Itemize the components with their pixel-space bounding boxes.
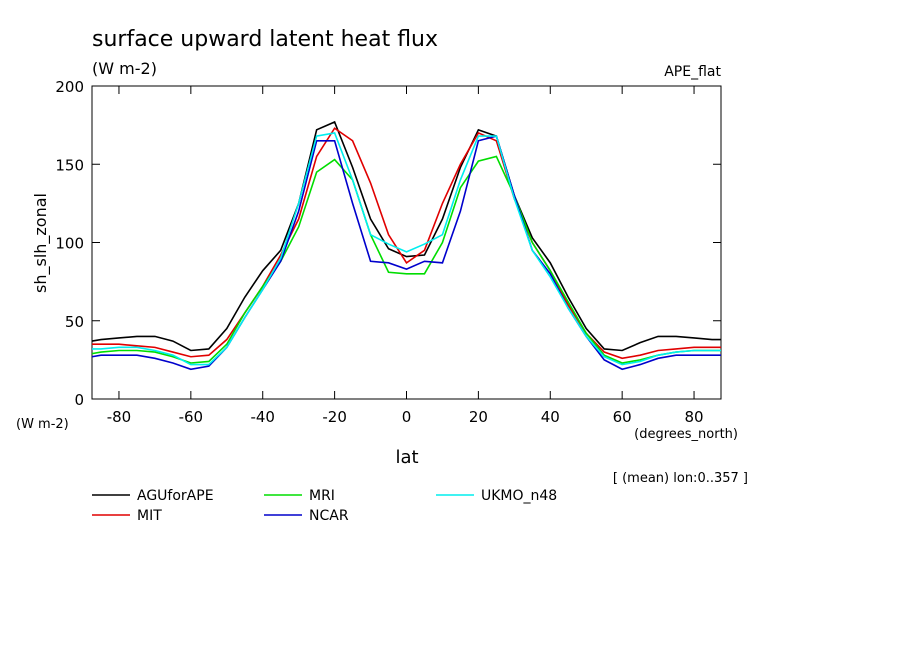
series-line bbox=[92, 127, 721, 360]
dataset-label: APE_flat bbox=[664, 64, 721, 80]
series-line bbox=[91, 135, 721, 371]
series-line bbox=[91, 155, 721, 364]
y-tick-label: 50 bbox=[65, 313, 84, 331]
legend-label: NCAR bbox=[309, 508, 349, 524]
x-tick-label: 40 bbox=[541, 408, 560, 426]
legend-label: MRI bbox=[309, 488, 335, 504]
x-tick-label: 60 bbox=[613, 408, 632, 426]
chart-title: surface upward latent heat flux bbox=[92, 27, 438, 52]
y-units: (W m-2) bbox=[16, 417, 69, 432]
x-tick-label: -80 bbox=[107, 408, 132, 426]
y-tick-label: 200 bbox=[55, 78, 84, 96]
x-tick-label: 20 bbox=[469, 408, 488, 426]
y-tick-label: 0 bbox=[74, 391, 84, 409]
x-units: (degrees_north) bbox=[634, 427, 738, 442]
note: [ (mean) lon:0..357 ] bbox=[613, 471, 748, 486]
legend-label: AGUforAPE bbox=[137, 488, 214, 504]
y-tick-label: 100 bbox=[55, 235, 84, 253]
x-tick-label: -40 bbox=[250, 408, 275, 426]
x-axis-label: lat bbox=[395, 447, 418, 468]
x-tick-label: 0 bbox=[402, 408, 412, 426]
legend-label: MIT bbox=[137, 508, 162, 524]
y-tick-label: 150 bbox=[55, 156, 84, 174]
series-line bbox=[92, 132, 721, 366]
series-line bbox=[91, 120, 721, 352]
y-axis-label: sh_slh_zonal bbox=[31, 193, 51, 293]
x-tick-label: -60 bbox=[179, 408, 204, 426]
legend-label: UKMO_n48 bbox=[481, 488, 557, 504]
x-tick-label: -20 bbox=[322, 408, 347, 426]
chart-subtitle: (W m-2) bbox=[92, 59, 157, 78]
x-tick-label: 80 bbox=[684, 408, 703, 426]
